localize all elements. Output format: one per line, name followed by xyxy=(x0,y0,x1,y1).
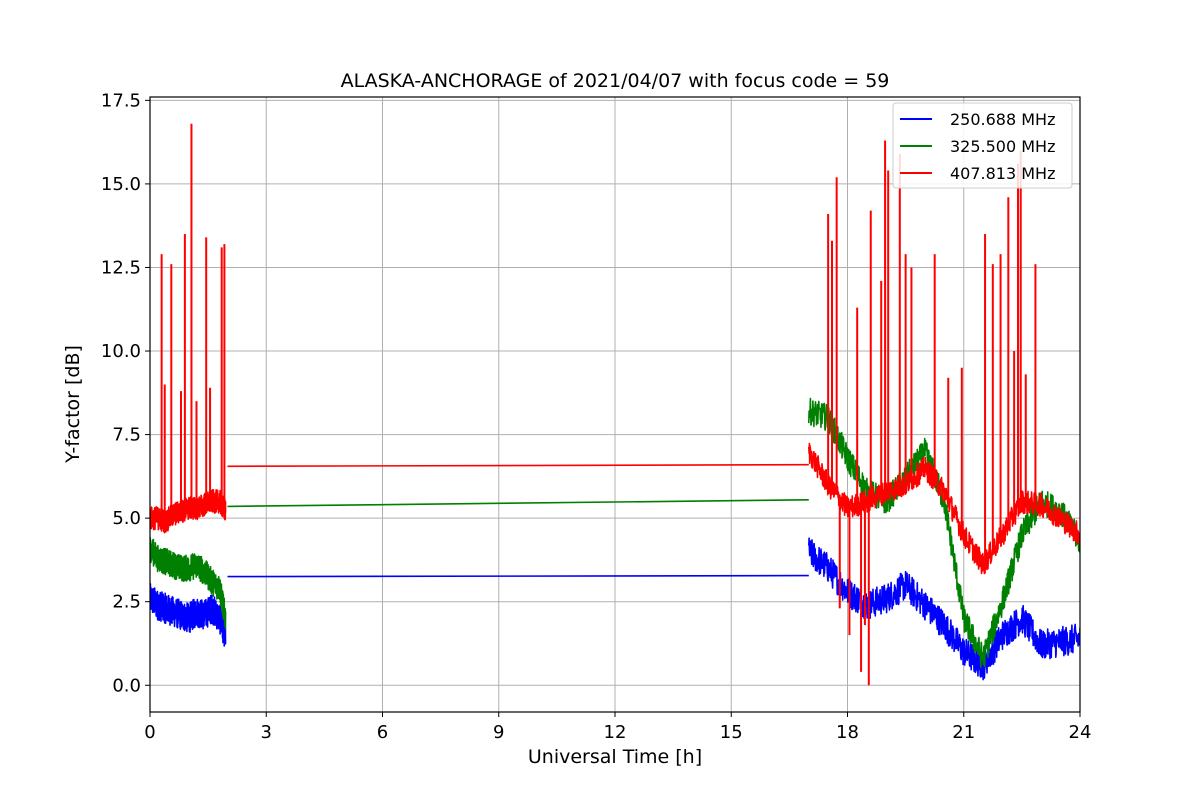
legend: 250.688 MHz 325.500 MHz 407.813 MHz xyxy=(892,102,1073,189)
y-tick-label: 7.5 xyxy=(112,425,141,446)
legend-box xyxy=(892,102,1073,189)
series-2 xyxy=(150,123,1080,686)
x-tick-label: 24 xyxy=(1069,722,1092,743)
plot-frame xyxy=(149,96,1081,713)
legend-label: 250.688 MHz xyxy=(950,110,1055,129)
legend-label: 325.500 MHz xyxy=(950,137,1055,156)
series-1 xyxy=(150,397,1080,668)
y-tick-label: 2.5 xyxy=(112,592,141,613)
series-line-segment xyxy=(150,582,227,647)
legend-label: 407.813 MHz xyxy=(950,164,1055,183)
series-line-segment xyxy=(227,574,809,578)
series-line-segment xyxy=(150,488,227,534)
series-lines xyxy=(150,123,1080,686)
series-line-segment xyxy=(808,537,1080,681)
y-tick-label: 12.5 xyxy=(101,257,141,278)
x-tick-label: 9 xyxy=(493,722,504,743)
chart-title: ALASKA-ANCHORAGE of 2021/04/07 with focu… xyxy=(341,70,890,92)
series-line-segment xyxy=(808,397,1080,668)
y-tick-label: 15.0 xyxy=(101,174,141,195)
series-0 xyxy=(150,537,1080,681)
y-tick-label: 0.0 xyxy=(112,675,141,696)
x-tick-label: 12 xyxy=(604,722,627,743)
y-axis-label: Y-factor [dB] xyxy=(62,345,84,464)
x-axis-label: Universal Time [h] xyxy=(528,746,702,768)
series-line-segment xyxy=(227,499,809,508)
x-tick-label: 6 xyxy=(377,722,388,743)
x-tick-label: 3 xyxy=(261,722,272,743)
x-tick-label: 15 xyxy=(720,722,743,743)
x-tick-label: 18 xyxy=(836,722,859,743)
grid xyxy=(149,97,1081,712)
x-tick-label: 0 xyxy=(144,722,155,743)
series-line-segment xyxy=(150,536,227,630)
y-tick-label: 10.0 xyxy=(101,341,141,362)
x-tick-label: 21 xyxy=(952,722,975,743)
axis-ticks: 0 3 6 9 12 15 18 21 24 0.0 2.5 5.0 7.5 10.0 12.5 15.0 17… xyxy=(101,90,1092,743)
y-tick-label: 5.0 xyxy=(112,508,141,529)
series-line-segment xyxy=(227,463,809,468)
y-tick-label: 17.5 xyxy=(101,90,141,111)
